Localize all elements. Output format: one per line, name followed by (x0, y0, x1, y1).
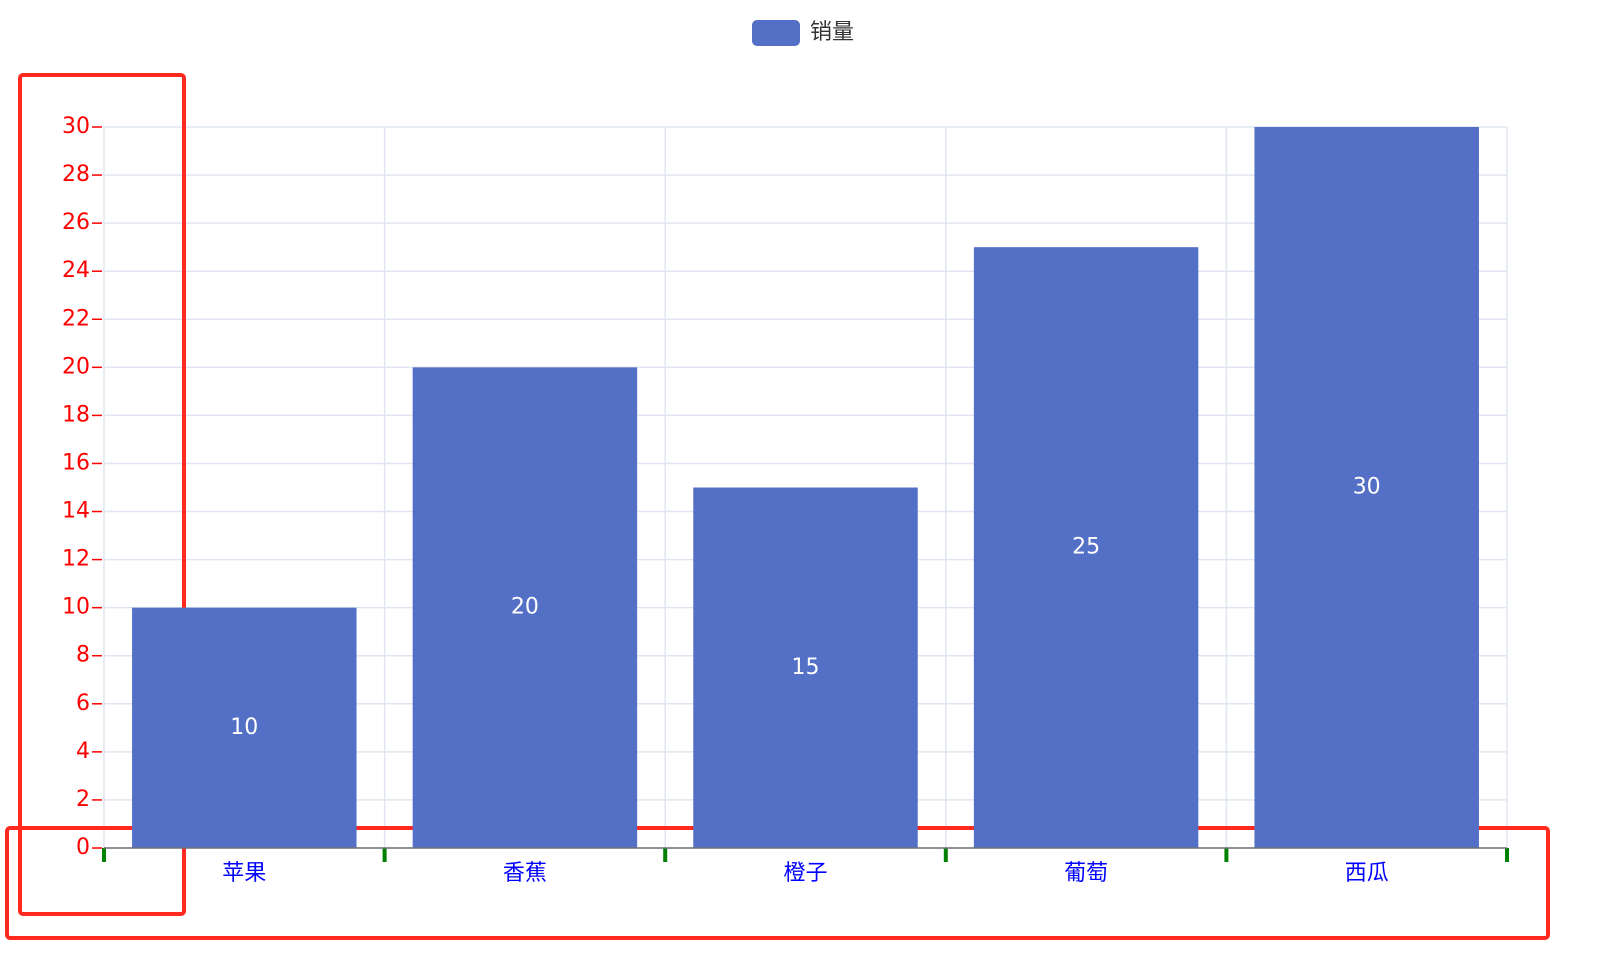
legend-swatch (752, 20, 800, 46)
x-tick-label: 香蕉 (503, 861, 547, 886)
x-tick-label: 橙子 (783, 861, 827, 886)
x-tick-label: 葡萄 (1064, 861, 1108, 886)
y-tick-label: 26 (62, 210, 90, 235)
y-tick-label: 10 (62, 595, 90, 620)
bar (1254, 127, 1479, 848)
y-tick-label: 18 (62, 402, 90, 427)
y-tick-label: 14 (62, 499, 90, 524)
y-tick-label: 4 (76, 739, 90, 764)
y-tick-label: 20 (62, 354, 90, 379)
bar (973, 247, 1199, 848)
y-tick-label: 30 (62, 114, 90, 139)
value-label: 25 (1072, 535, 1100, 560)
bar (693, 487, 918, 848)
highlight-box (18, 73, 186, 916)
y-tick-label: 28 (62, 162, 90, 187)
y-tick-label: 22 (62, 306, 90, 331)
legend-label: 销量 (810, 20, 854, 45)
x-tick-label: 西瓜 (1345, 861, 1389, 886)
value-label: 30 (1353, 475, 1381, 500)
y-tick-label: 8 (76, 643, 90, 668)
y-tick-label: 0 (76, 835, 90, 860)
bar (132, 607, 357, 848)
value-label: 20 (511, 595, 539, 620)
y-tick-label: 6 (76, 691, 90, 716)
value-label: 10 (230, 715, 258, 740)
y-tick-label: 12 (62, 547, 90, 572)
value-label: 15 (792, 655, 820, 680)
y-tick-label: 2 (76, 787, 90, 812)
y-tick-label: 16 (62, 450, 90, 475)
bar (412, 367, 638, 848)
y-tick-label: 24 (62, 258, 90, 283)
x-tick-label: 苹果 (222, 861, 266, 886)
